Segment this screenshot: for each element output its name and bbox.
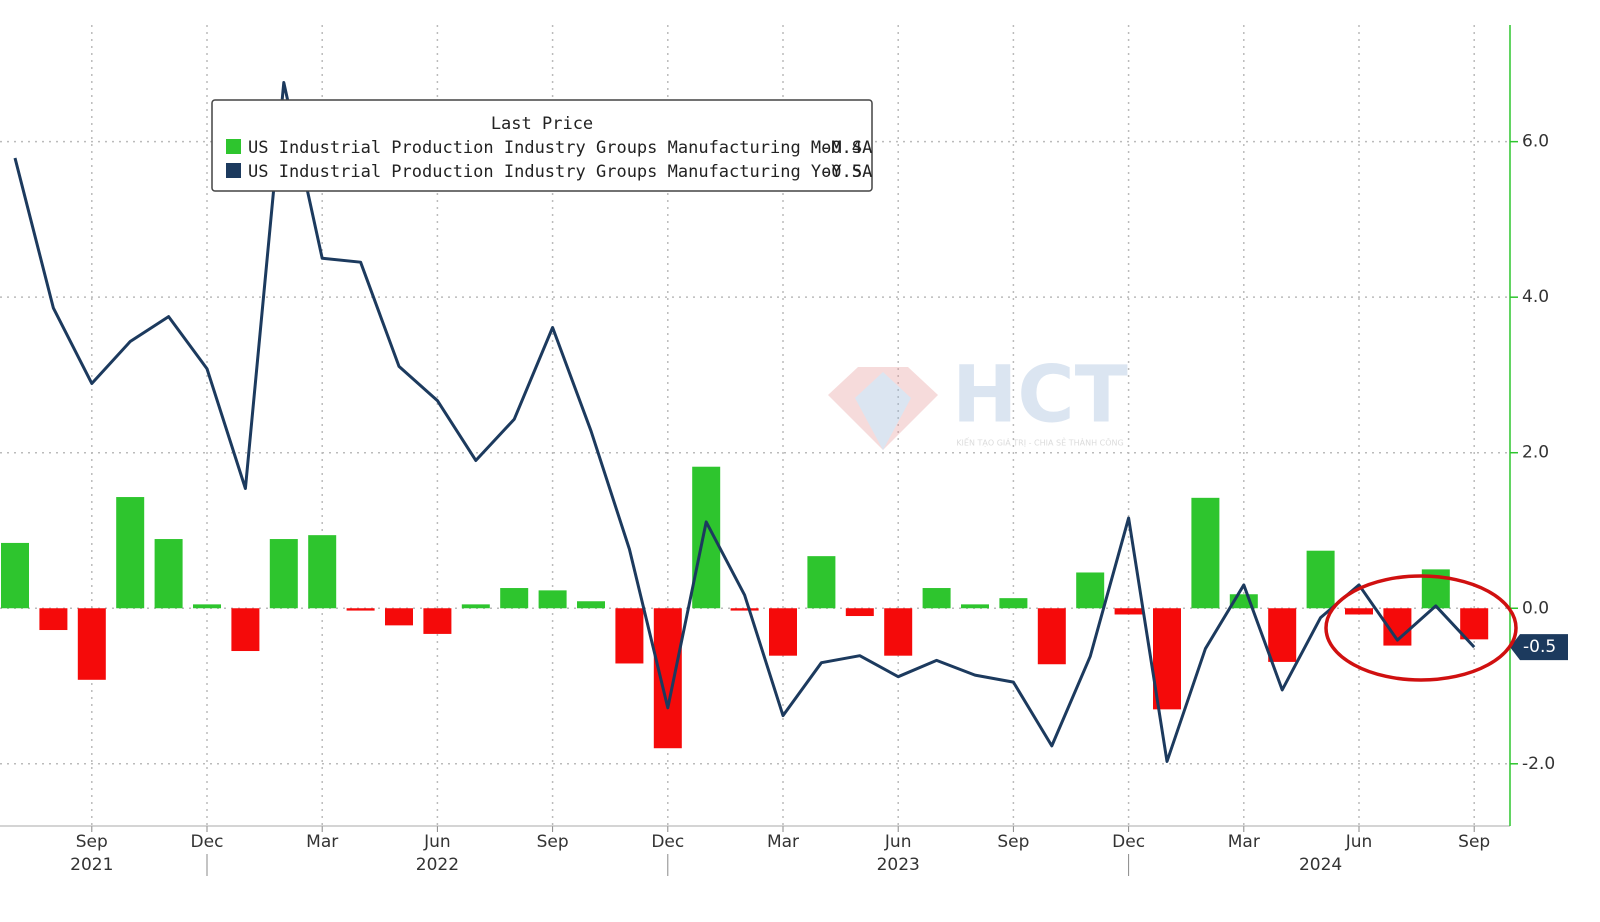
legend-title: Last Price <box>491 114 593 134</box>
bar <box>1268 608 1297 662</box>
watermark-logo-top <box>828 367 938 450</box>
legend: Last Price US Industrial Production Indu… <box>211 99 873 192</box>
legend-box <box>211 99 873 192</box>
year-label: 2024 <box>1299 855 1342 875</box>
bar <box>615 608 644 664</box>
bar <box>653 608 682 749</box>
bar <box>807 556 836 609</box>
x-tick-label: Dec <box>1112 832 1145 852</box>
bar <box>231 608 260 652</box>
bar <box>1037 608 1066 665</box>
y-tick-label: 4.0 <box>1522 287 1549 307</box>
x-tick-label: Sep <box>76 832 108 852</box>
bar <box>1153 608 1181 710</box>
last-value-tag <box>1510 634 1568 661</box>
legend-value: -0.4 <box>821 138 862 158</box>
bar <box>1191 497 1220 609</box>
x-tick-label: Jun <box>1345 832 1373 852</box>
bar <box>269 539 298 609</box>
highlight-circle <box>1324 574 1518 682</box>
bar <box>1460 608 1489 640</box>
watermark-logo-bottom <box>855 372 911 450</box>
bar <box>1 542 29 609</box>
bar <box>385 608 413 626</box>
y-tick-label: 6.0 <box>1522 132 1549 152</box>
bar <box>77 608 106 680</box>
bar <box>423 608 452 634</box>
x-tick-label: Mar <box>1228 832 1260 852</box>
x-tick-label: Mar <box>306 832 338 852</box>
watermark-tagline: KIẾN TẠO GIÁ TRỊ - CHIA SẺ THÀNH CÔNG <box>956 437 1123 449</box>
bar <box>922 588 951 609</box>
bar <box>769 608 797 656</box>
bar <box>1306 550 1335 609</box>
bar <box>884 608 913 656</box>
bar <box>308 535 337 609</box>
year-label: 2023 <box>877 855 920 875</box>
bar <box>845 608 874 617</box>
legend-label: US Industrial Production Industry Groups… <box>248 162 872 182</box>
watermark-logo-text: HCT <box>952 350 1128 440</box>
x-tick-label: Dec <box>651 832 684 852</box>
bar <box>154 539 183 609</box>
bar <box>500 588 529 609</box>
bar <box>961 604 989 609</box>
bar <box>1076 572 1105 609</box>
legend-swatch <box>226 163 241 178</box>
x-tick-label: Sep <box>997 832 1029 852</box>
plot-area <box>1 81 1489 763</box>
bar <box>346 608 375 611</box>
legend-label: US Industrial Production Industry Groups… <box>248 138 872 158</box>
x-tick-label: Dec <box>191 832 224 852</box>
axes: -2.0 0.0 2.0 4.0 6.0 Sep Dec Mar Jun Sep Dec Mar Jun… <box>0 25 1568 876</box>
year-label: 2022 <box>416 855 459 875</box>
bar <box>730 608 759 611</box>
year-label: 2021 <box>70 855 113 875</box>
legend-swatch <box>226 139 241 154</box>
y-tick-label: 2.0 <box>1522 443 1549 463</box>
x-tick-label: Sep <box>1458 832 1490 852</box>
y-tick-label: 0.0 <box>1522 598 1549 618</box>
bar <box>538 590 567 609</box>
bar <box>461 604 490 609</box>
bar <box>1114 608 1143 615</box>
bar <box>39 608 68 631</box>
last-value-label: -0.5 <box>1523 637 1556 657</box>
x-tick-label: Sep <box>537 832 569 852</box>
bar <box>193 604 221 609</box>
x-tick-label: Jun <box>423 832 451 852</box>
x-tick-label: Jun <box>884 832 912 852</box>
x-tick-label: Mar <box>767 832 799 852</box>
bar <box>116 497 145 609</box>
bar <box>1345 608 1373 615</box>
watermark: HCT KIẾN TẠO GIÁ TRỊ - CHIA SẺ THÀNH CÔN… <box>828 350 1128 450</box>
y-tick-label: -2.0 <box>1522 754 1555 774</box>
line <box>13 81 1476 763</box>
bar <box>999 598 1028 609</box>
legend-value: -0.5 <box>821 162 862 182</box>
bar <box>577 601 605 609</box>
